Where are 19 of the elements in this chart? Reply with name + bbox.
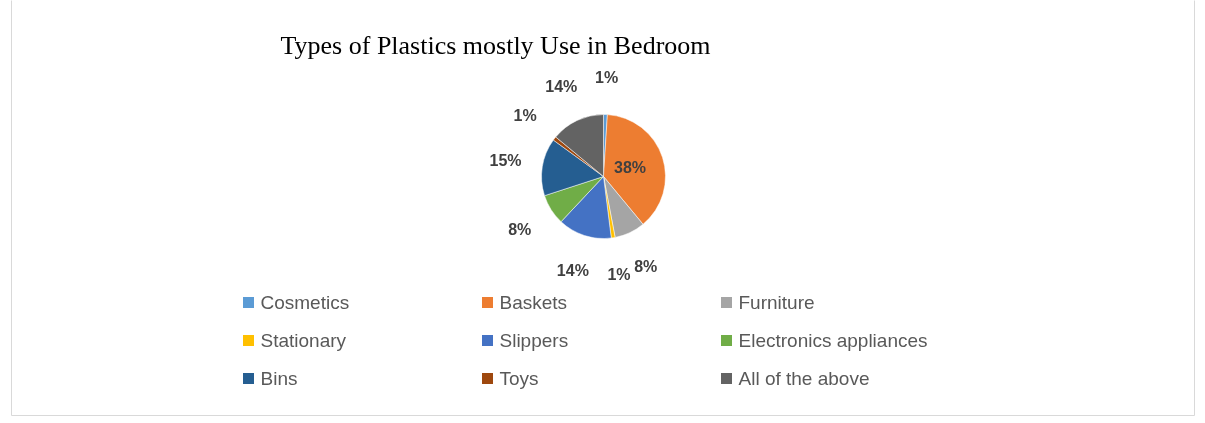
legend-label: Slippers [499, 330, 569, 351]
data-label: 8% [634, 257, 658, 275]
data-label: 14% [556, 262, 589, 280]
legend-label: All of the above [738, 368, 870, 389]
data-label: 8% [508, 221, 532, 239]
legend-label: Electronics appliances [738, 330, 928, 351]
chart-title: Types of Plastics mostly Use in Bedroom [280, 31, 711, 60]
legend-label: Toys [499, 368, 539, 389]
legend-label: Cosmetics [260, 292, 350, 313]
data-label: 1% [607, 265, 631, 283]
data-label: 14% [545, 78, 578, 96]
legend-label: Stationary [260, 330, 347, 351]
data-label: 38% [614, 159, 647, 177]
data-label: 15% [489, 152, 522, 170]
data-label: 1% [595, 68, 619, 86]
legend-label: Baskets [499, 292, 568, 313]
legend-label: Bins [260, 368, 298, 389]
data-label: 1% [513, 107, 537, 125]
legend-label: Furniture [738, 292, 815, 313]
